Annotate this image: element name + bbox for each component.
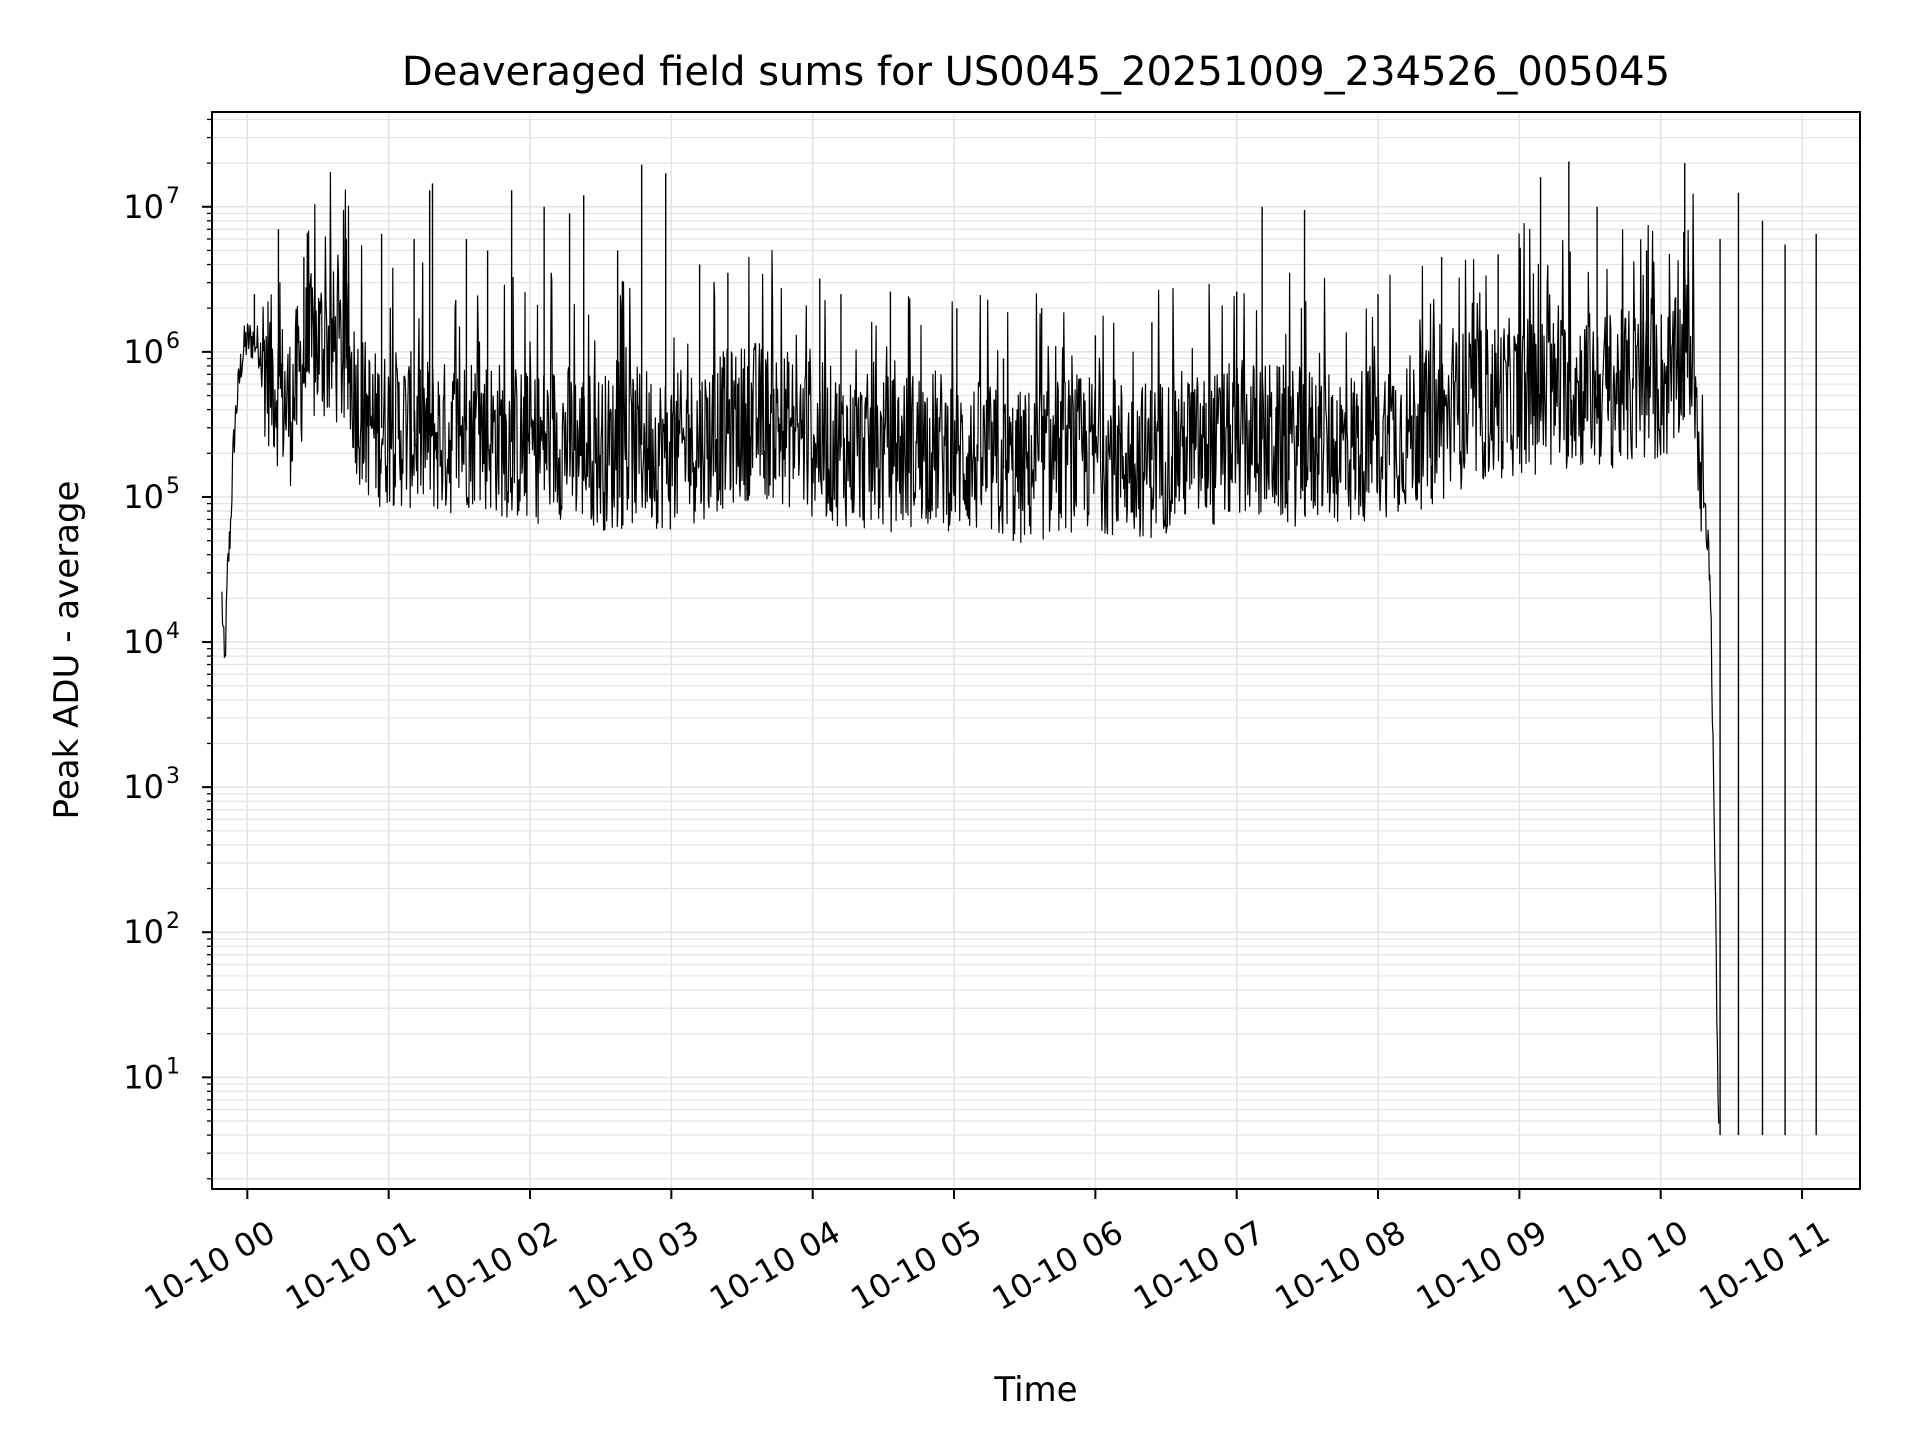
- y-tick-label: 10: [123, 623, 164, 661]
- chart-title: Deaveraged field sums for US0045_2025100…: [402, 49, 1670, 95]
- y-tick-label: 10: [123, 333, 164, 371]
- y-tick-label: 10: [123, 913, 164, 951]
- y-tick-label-exponent: 3: [166, 764, 180, 789]
- y-tick-label: 10: [123, 188, 164, 226]
- y-tick-label-exponent: 5: [166, 474, 180, 499]
- y-tick-label-exponent: 2: [166, 909, 180, 934]
- series-line: [221, 171, 1720, 1124]
- y-tick-label: 10: [123, 768, 164, 806]
- plot-frame: [211, 111, 1861, 1190]
- y-tick-label-exponent: 1: [166, 1054, 180, 1079]
- x-axis-label: Time: [993, 1370, 1077, 1410]
- y-axis-label: Peak ADU - average: [47, 481, 87, 820]
- y-tick-label-exponent: 6: [166, 329, 180, 354]
- y-tick-label: 10: [123, 1058, 164, 1096]
- data-series: [221, 161, 1817, 1136]
- y-tick-label: 10: [123, 478, 164, 516]
- y-tick-label-exponent: 4: [166, 619, 180, 644]
- y-tick-label-exponent: 7: [166, 184, 180, 209]
